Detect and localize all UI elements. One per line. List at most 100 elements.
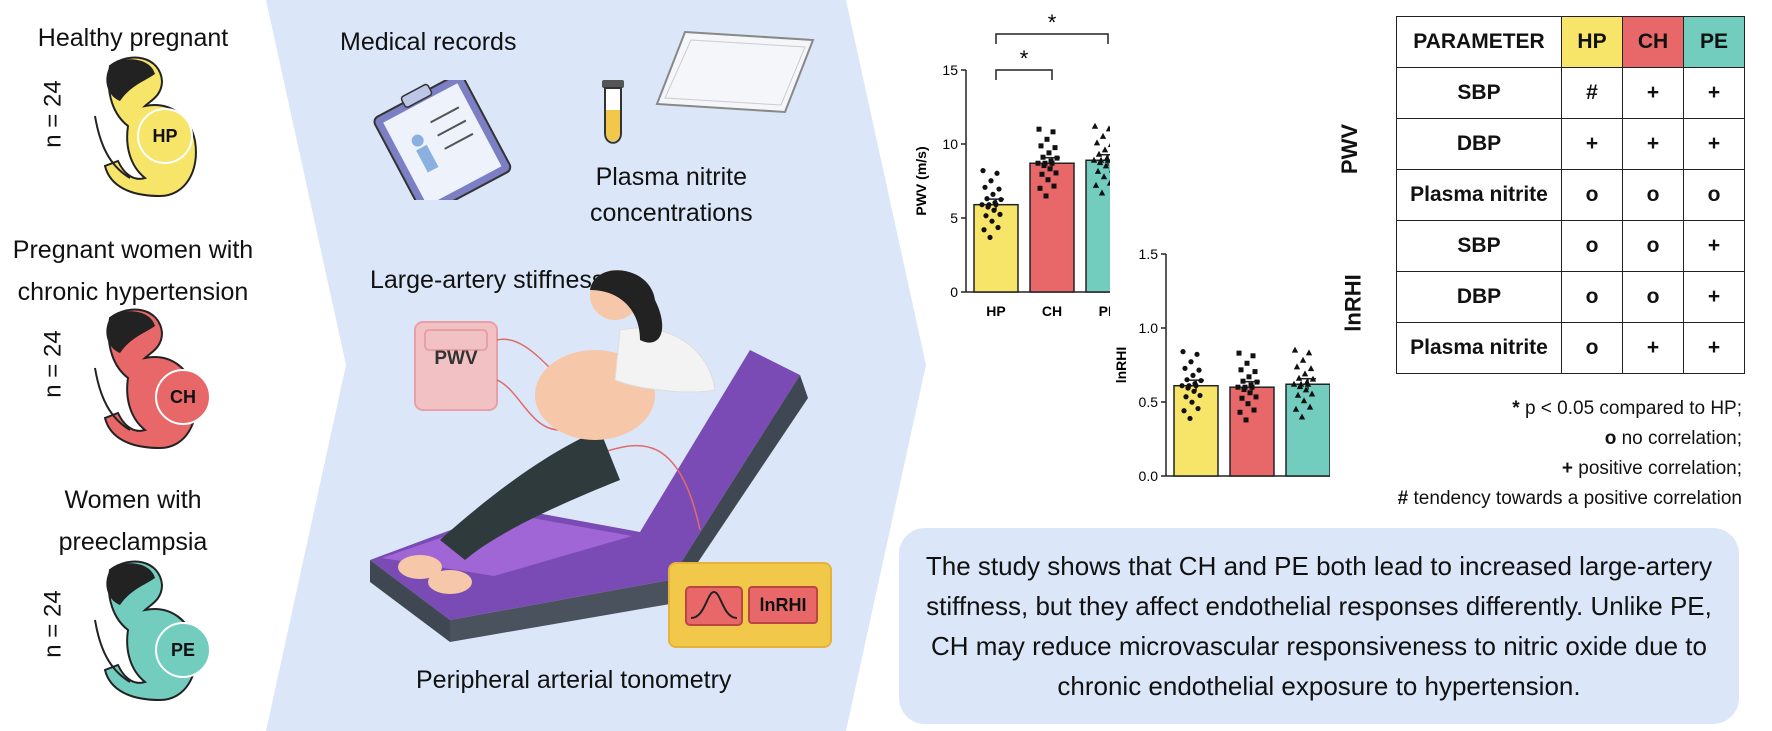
data-point — [1195, 405, 1201, 412]
data-point — [1104, 156, 1110, 163]
data-point — [1092, 181, 1100, 188]
data-point — [1290, 380, 1298, 387]
data-point — [980, 168, 986, 174]
y-tick-label: 1.0 — [1139, 320, 1159, 336]
data-point — [1036, 126, 1042, 132]
lnrhi-bar-chart: 0.0 0.5 1.0 1.5 lnRHI HP CH PE — [1113, 246, 1330, 490]
data-point — [991, 207, 997, 213]
data-point — [1307, 365, 1315, 372]
data-point — [1053, 170, 1059, 176]
cell-ch: o — [1622, 169, 1684, 221]
data-point — [1245, 401, 1251, 407]
group-n-ch: n = 24 — [39, 330, 67, 398]
data-point — [1181, 408, 1187, 414]
data-point — [1247, 390, 1253, 396]
table-section-label-pwv: PWV — [1337, 123, 1363, 175]
data-point — [1184, 377, 1190, 383]
data-point — [1097, 156, 1105, 163]
header-hp: HP — [1561, 16, 1623, 68]
data-point — [1038, 143, 1044, 149]
data-point — [1198, 377, 1204, 384]
group-title-pe-line2: preeclampsia — [58, 528, 208, 556]
test-tube-icon — [602, 80, 624, 144]
data-point — [1295, 374, 1303, 381]
y-tick-label: 1.5 — [1139, 246, 1159, 262]
data-point — [987, 234, 993, 241]
cell-pe: + — [1683, 220, 1745, 272]
data-point — [1243, 417, 1249, 423]
cell-pe: + — [1683, 271, 1745, 323]
data-point — [1039, 171, 1045, 177]
table-row: Plasma nitrite o o o — [1396, 169, 1745, 221]
data-point — [1043, 193, 1049, 199]
medical-records-label: Medical records — [340, 28, 517, 56]
data-point — [1294, 391, 1302, 398]
data-point — [1052, 145, 1058, 151]
legend-text: p < 0.05 compared to HP; — [1524, 398, 1742, 419]
row-param: Plasma nitrite — [1396, 169, 1562, 221]
y-tick-label: 0.0 — [1139, 468, 1159, 484]
cell-hp: o — [1561, 220, 1623, 272]
group-code-hp: HP — [152, 125, 178, 146]
data-point — [1291, 346, 1299, 353]
data-point — [1101, 146, 1109, 153]
data-point — [1299, 356, 1307, 363]
data-point — [1045, 177, 1051, 183]
y-axis-label: lnRHI — [1113, 347, 1129, 384]
data-point — [994, 170, 1000, 176]
cell-pe: + — [1683, 322, 1745, 374]
table-header-row: PARAMETER HP CH PE — [1396, 16, 1745, 68]
header-ch: CH — [1622, 16, 1684, 68]
data-point — [1094, 167, 1102, 174]
data-point — [983, 213, 989, 219]
data-point — [986, 202, 992, 208]
data-point — [1254, 379, 1260, 385]
plasma-line1: Plasma nitrite — [595, 163, 748, 191]
table-section-label-lnrhi: lnRHI — [1340, 274, 1366, 332]
data-point — [997, 211, 1003, 217]
data-point — [1049, 160, 1055, 166]
row-param: DBP — [1396, 118, 1562, 170]
y-tick-label: 15 — [942, 62, 958, 78]
bar-pe — [1085, 159, 1110, 293]
legend-symbol: # — [1397, 488, 1409, 509]
bar-hp — [973, 203, 1019, 293]
legend-symbol: o — [1604, 428, 1617, 449]
cell-ch: + — [1622, 67, 1684, 119]
data-point — [1054, 155, 1060, 161]
legend: * p < 0.05 compared to HP; o no correlat… — [1398, 394, 1742, 514]
data-point — [1051, 183, 1057, 189]
data-point — [1304, 380, 1312, 387]
row-param: Plasma nitrite — [1396, 322, 1562, 374]
row-param: DBP — [1396, 271, 1562, 323]
data-point — [1300, 397, 1308, 404]
data-point — [1098, 189, 1106, 196]
group-title-ch-line2: chronic hypertension — [17, 278, 249, 306]
data-point — [1240, 378, 1246, 384]
microplate-icon — [655, 30, 815, 114]
legend-item: * p < 0.05 compared to HP; — [1398, 394, 1742, 424]
x-tick-label: PE — [1299, 487, 1318, 490]
cell-hp: o — [1561, 322, 1623, 374]
data-point — [1239, 395, 1245, 401]
y-tick-label: 0.5 — [1139, 394, 1159, 410]
table-row: SBP o o + — [1396, 220, 1745, 272]
data-point — [1090, 156, 1098, 163]
x-tick-label: HP — [986, 303, 1005, 319]
data-point — [1297, 380, 1305, 387]
x-tick-label: CH — [1042, 303, 1062, 319]
cell-pe: + — [1683, 118, 1745, 170]
data-point — [1194, 351, 1200, 357]
group-n-pe: n = 24 — [39, 590, 67, 658]
data-point — [998, 196, 1004, 203]
clipboard-icon — [373, 80, 512, 200]
stiffness-label: Large-artery stiffness — [370, 266, 605, 294]
table-row: Plasma nitrite o + + — [1396, 322, 1745, 374]
data-point — [1091, 122, 1099, 129]
significance-star: * — [1048, 10, 1057, 35]
data-point — [1040, 154, 1046, 160]
group-badge-hp: HP — [137, 108, 193, 164]
group-title-pe: Women with preeclampsia — [0, 479, 266, 563]
cell-pe: o — [1683, 169, 1745, 221]
pwv-bar-chart: 0 5 10 15 PWV (m/s) HP CH PE * * — [913, 10, 1110, 319]
